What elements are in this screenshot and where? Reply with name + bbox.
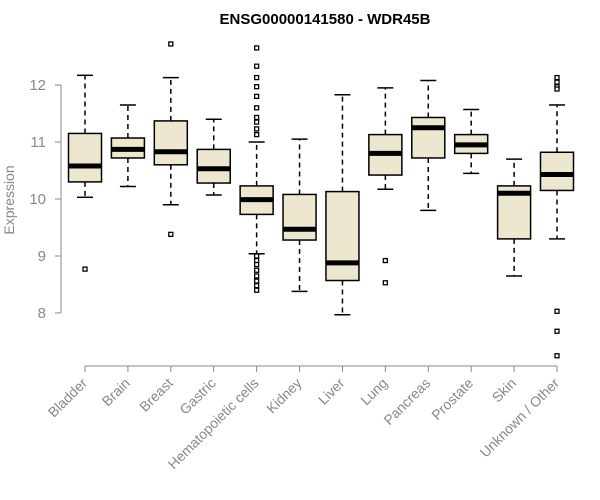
x-tick-label: Skin [489, 375, 520, 406]
box-group [282, 138, 317, 293]
x-tick-label: Lung [357, 375, 390, 408]
y-tick-label: 9 [38, 248, 46, 265]
y-tick-label: 10 [29, 191, 46, 208]
x-tick-label: Pancreas [380, 375, 433, 428]
x-tick-label: Brain [99, 375, 133, 409]
box-iqr [67, 132, 103, 183]
outlier-point [253, 131, 260, 138]
outlier-point [253, 93, 260, 100]
outlier-point [253, 273, 260, 279]
chart-title: ENSG00000141580 - WDR45B [220, 11, 431, 28]
box-iqr [539, 151, 575, 192]
box-iqr [153, 120, 189, 166]
y-axis-label: Expression [1, 165, 17, 234]
outlier-point [554, 308, 560, 314]
outlier-point [253, 287, 260, 293]
y-tick-label: 11 [30, 134, 46, 151]
x-tick-label: Unknown / Other [477, 375, 563, 461]
box-group [453, 108, 489, 175]
x-tick-label: Liver [315, 375, 348, 408]
outlier-point [253, 253, 260, 259]
outlier-point [253, 45, 260, 51]
box-iqr [196, 148, 231, 184]
outlier-point [554, 353, 560, 359]
box-group [110, 104, 146, 188]
outlier-point [253, 114, 260, 121]
outlier-point [382, 280, 389, 286]
outlier-point [253, 282, 260, 289]
box-group [239, 45, 274, 293]
box-iqr [325, 190, 360, 282]
outlier-point [554, 86, 560, 92]
box-iqr [282, 193, 317, 241]
x-tick-label: Gastric [176, 375, 219, 418]
x-tick-label: Breast [136, 375, 176, 415]
outlier-point [554, 328, 560, 334]
outlier-point [253, 278, 260, 284]
x-tick-label: Bladder [45, 375, 91, 421]
outlier-point [168, 231, 174, 237]
box-group [67, 74, 103, 272]
box-group [368, 87, 403, 286]
outlier-point [253, 84, 260, 90]
outlier-point [253, 119, 260, 125]
outlier-point [253, 105, 260, 111]
box-group [153, 41, 189, 237]
outlier-point [253, 267, 260, 273]
outlier-point [253, 261, 260, 268]
x-tick-label: Kidney [263, 375, 305, 417]
box-iqr [411, 116, 446, 159]
box-group [411, 79, 446, 212]
outlier-point [82, 266, 88, 272]
y-tick-label: 12 [29, 77, 46, 94]
outlier-point [554, 74, 560, 81]
box-group [325, 93, 360, 316]
x-tick-label: Prostate [428, 375, 476, 423]
outlier-point [382, 257, 389, 264]
outlier-point [253, 74, 260, 81]
box-group [196, 118, 231, 196]
box-group [539, 74, 575, 359]
boxes [67, 41, 575, 359]
outlier-point [253, 126, 260, 132]
outlier-point [168, 41, 174, 47]
outlier-point [253, 63, 260, 69]
y-ticks: 8 9 10 11 12 [29, 77, 61, 322]
outlier-point [554, 79, 560, 85]
box-group [496, 158, 532, 277]
y-tick-label: 8 [38, 305, 46, 322]
